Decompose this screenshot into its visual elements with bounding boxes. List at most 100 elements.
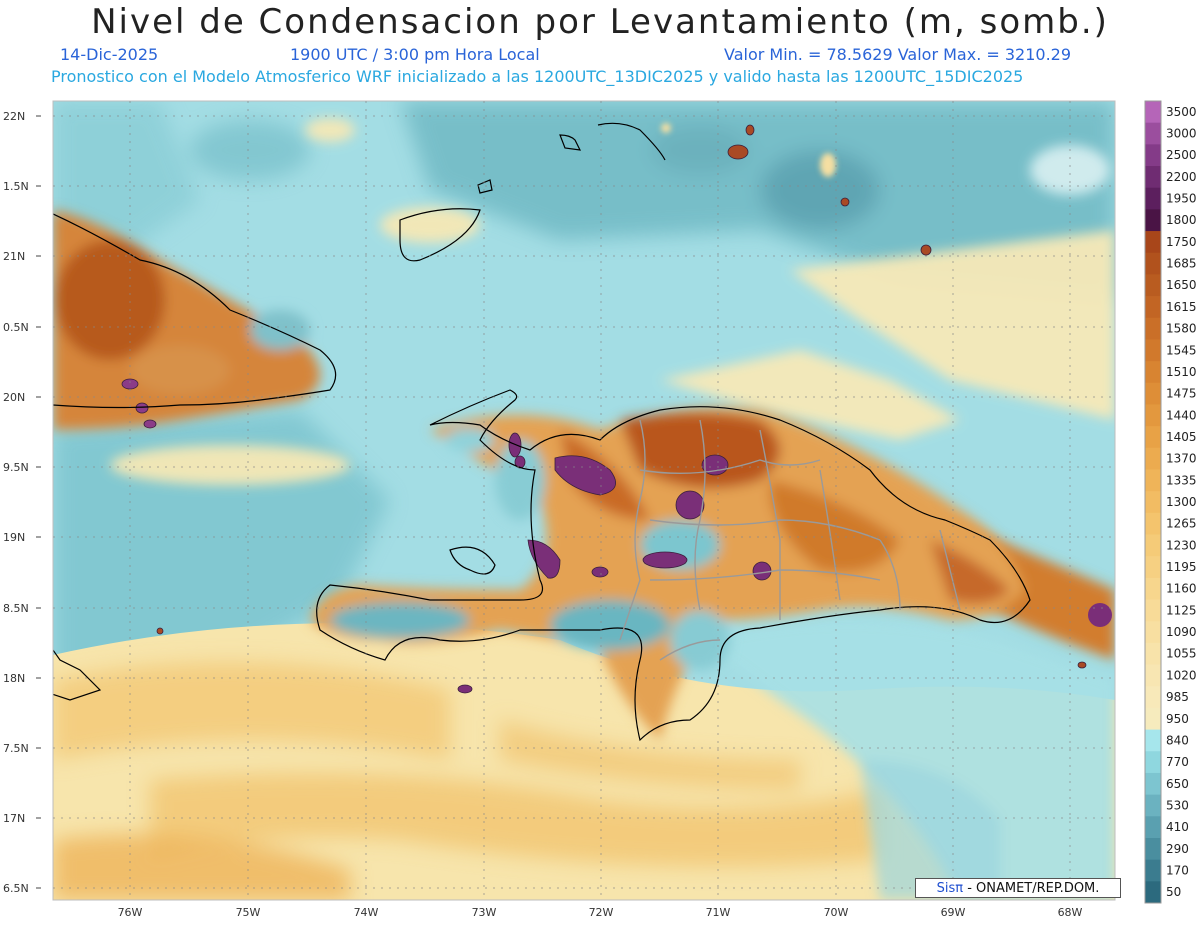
lcl-shaded-field xyxy=(53,101,1115,900)
colorbar-swatch xyxy=(1145,187,1161,210)
colorbar-label: 1020 xyxy=(1166,668,1197,682)
colorbar-swatch xyxy=(1145,751,1161,774)
colorbar-swatch xyxy=(1145,252,1161,275)
latitude-ticks xyxy=(36,115,41,889)
colorbar-swatch xyxy=(1145,274,1161,297)
forecast-time: 1900 UTC / 3:00 pm Hora Local xyxy=(290,45,540,64)
colorbar-label: 1265 xyxy=(1166,517,1197,531)
colorbar-label: 1405 xyxy=(1166,430,1197,444)
lat-label: 18N xyxy=(3,672,25,685)
colorbar-label: 410 xyxy=(1166,820,1189,834)
colorbar-swatch xyxy=(1145,794,1161,817)
colorbar-swatch xyxy=(1145,404,1161,427)
colorbar-label: 290 xyxy=(1166,842,1189,856)
lat-label: 7.5N xyxy=(3,742,29,755)
lat-label: 0.5N xyxy=(3,321,29,334)
colorbar-swatch xyxy=(1145,707,1161,731)
lat-label: 21N xyxy=(3,250,25,263)
colorbar-label: 2500 xyxy=(1166,148,1197,162)
latitude-labels: 22N 1.5N 21N 0.5N 20N 9.5N 19N 8.5N 18N … xyxy=(3,110,29,895)
credit-box: Sisπ - ONAMET/REP.DOM. xyxy=(915,878,1121,898)
colorbar-label: 1055 xyxy=(1166,647,1197,661)
colorbar-swatch xyxy=(1145,534,1161,557)
colorbar-label: 1125 xyxy=(1166,603,1197,617)
min-max-values: Valor Min. = 78.5629 Valor Max. = 3210.2… xyxy=(724,45,1072,64)
colorbar-label: 3500 xyxy=(1166,105,1197,119)
lat-label: 8.5N xyxy=(3,602,29,615)
colorbar-label: 1440 xyxy=(1166,408,1197,422)
lon-label: 70W xyxy=(824,906,849,919)
map-frame xyxy=(52,100,1116,901)
colorbar-label: 770 xyxy=(1166,755,1189,769)
colorbar-label: 1685 xyxy=(1166,257,1197,271)
colorbar-swatch xyxy=(1145,686,1161,709)
lat-label: 20N xyxy=(3,391,25,404)
forecast-date: 14-Dic-2025 xyxy=(60,45,159,64)
colorbar-swatch xyxy=(1145,101,1161,124)
coastlines xyxy=(53,122,1031,742)
colorbar-swatch xyxy=(1145,816,1161,839)
colorbar-label: 50 xyxy=(1166,885,1181,899)
colorbar-swatch xyxy=(1145,621,1161,644)
credit-text: - ONAMET/REP.DOM. xyxy=(963,881,1100,896)
colorbar-label: 650 xyxy=(1166,777,1189,791)
colorbar-swatch xyxy=(1145,166,1161,189)
lon-label: 74W xyxy=(354,906,379,919)
colorbar-swatch xyxy=(1145,556,1161,579)
colorbar-label: 1950 xyxy=(1166,192,1197,206)
colorbar-label: 3000 xyxy=(1166,127,1197,141)
lon-label: 75W xyxy=(236,906,261,919)
colorbar-swatch xyxy=(1145,469,1161,492)
colorbar-label: 1195 xyxy=(1166,560,1197,574)
colorbar-label: 170 xyxy=(1166,863,1189,877)
colorbar-swatch xyxy=(1145,447,1161,470)
colorbar-label: 1615 xyxy=(1166,300,1197,314)
colorbar-frame xyxy=(1144,100,1162,904)
colorbar-label: 1800 xyxy=(1166,213,1197,227)
colorbar-swatch xyxy=(1145,382,1161,405)
colorbar-label: 1230 xyxy=(1166,538,1197,552)
colorbar-swatch xyxy=(1145,577,1161,601)
colorbar-label: 1510 xyxy=(1166,365,1197,379)
colorbar-swatch xyxy=(1145,122,1161,145)
colorbar-swatch xyxy=(1145,642,1161,666)
lon-label: 73W xyxy=(472,906,497,919)
colorbar-swatch xyxy=(1145,491,1161,514)
colorbar-label: 1335 xyxy=(1166,473,1197,487)
colorbar-label: 1750 xyxy=(1166,235,1197,249)
colorbar-label: 1475 xyxy=(1166,387,1197,401)
colorbar-label: 1160 xyxy=(1166,582,1197,596)
colorbar-label: 1370 xyxy=(1166,452,1197,466)
province-borders xyxy=(619,419,961,661)
colorbar-swatch xyxy=(1145,144,1161,167)
model-info: Pronostico con el Modelo Atmosferico WRF… xyxy=(51,67,1024,86)
colorbar-swatch xyxy=(1145,317,1161,340)
colorbar-label: 840 xyxy=(1166,733,1189,747)
colorbar-swatch xyxy=(1145,209,1161,232)
map-title: Nivel de Condensacion por Levantamiento … xyxy=(91,2,1109,42)
colorbar-swatch xyxy=(1145,599,1161,622)
colorbar-swatch xyxy=(1145,512,1161,536)
colorbar-label: 1545 xyxy=(1166,343,1197,357)
colorbar-label: 950 xyxy=(1166,712,1189,726)
colorbar-swatch xyxy=(1145,361,1161,384)
colorbar-label: 1300 xyxy=(1166,495,1197,509)
lat-label: 1.5N xyxy=(3,180,29,193)
colorbar-swatch xyxy=(1145,231,1161,254)
colorbar-label: 1090 xyxy=(1166,625,1197,639)
colorbar-swatch xyxy=(1145,296,1161,319)
colorbar-swatch xyxy=(1145,859,1161,882)
colorbar-swatch xyxy=(1145,837,1161,861)
colorbar-swatch xyxy=(1145,772,1161,796)
lat-label: 17N xyxy=(3,812,25,825)
colorbar-swatch xyxy=(1145,881,1161,904)
lon-label: 72W xyxy=(589,906,614,919)
colorbar: 3500 3000 2500 2200 1950 1800 1750 1685 1650 1615… xyxy=(1144,100,1197,904)
colorbar-swatch xyxy=(1145,729,1161,752)
lat-label: 6.5N xyxy=(3,882,29,895)
colorbar-label: 1580 xyxy=(1166,322,1197,336)
colorbar-label: 2200 xyxy=(1166,170,1197,184)
colorbar-swatch xyxy=(1145,664,1161,687)
longitude-labels: 76W 75W 74W 73W 72W 71W 70W 69W 68W xyxy=(118,906,1083,919)
